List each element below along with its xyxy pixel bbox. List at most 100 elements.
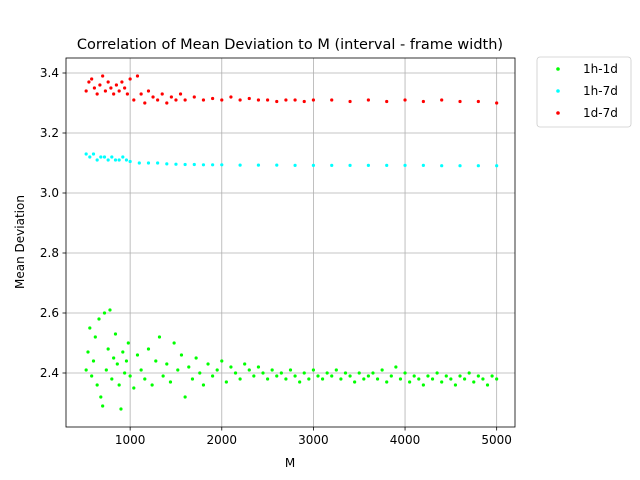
point-1d-7d xyxy=(183,98,187,102)
y-tick-label: 3.2 xyxy=(40,126,59,140)
point-1h-7d xyxy=(174,162,178,166)
point-1h-7d xyxy=(192,162,196,167)
point-1h-1d xyxy=(168,380,173,384)
point-1h-1d xyxy=(243,362,247,366)
point-1h-1d xyxy=(353,380,357,384)
data-points xyxy=(84,74,499,411)
point-1h-1d xyxy=(421,383,425,387)
point-1h-1d xyxy=(233,371,238,375)
point-1h-7d xyxy=(421,163,425,167)
point-1h-1d xyxy=(112,356,116,360)
point-1d-7d xyxy=(151,95,155,99)
point-1h-1d xyxy=(201,383,206,387)
point-1h-1d xyxy=(99,395,103,399)
point-1h-1d xyxy=(490,374,494,378)
point-1h-1d xyxy=(284,377,288,381)
point-1h-7d xyxy=(146,161,151,165)
point-1d-7d xyxy=(128,77,132,81)
point-1d-7d xyxy=(92,86,97,90)
y-axis-ticks: 2.4 2.6 2.8 3.0 3.2 3.4 xyxy=(40,66,66,380)
y-tick-label: 2.6 xyxy=(40,306,59,320)
point-1h-1d xyxy=(206,362,210,366)
point-1h-1d xyxy=(220,359,224,363)
point-1h-1d xyxy=(440,380,444,384)
point-1d-7d xyxy=(143,101,147,105)
point-1d-7d xyxy=(123,86,127,90)
x-tick-label: 5000 xyxy=(481,433,512,447)
point-1d-7d xyxy=(403,98,407,102)
point-1h-7d xyxy=(211,163,215,167)
x-tick-label: 4000 xyxy=(390,433,421,447)
point-1h-1d xyxy=(408,380,412,384)
point-1h-1d xyxy=(161,374,165,378)
point-1h-1d xyxy=(343,371,348,375)
point-1h-1d xyxy=(357,371,361,375)
point-1h-1d xyxy=(325,371,329,375)
point-1h-1d xyxy=(110,377,114,381)
point-1h-1d xyxy=(444,374,448,378)
point-1h-7d xyxy=(117,158,121,162)
x-tick-label: 2000 xyxy=(207,433,238,447)
point-1d-7d xyxy=(201,98,206,102)
point-1h-1d xyxy=(279,371,283,375)
point-1h-1d xyxy=(190,377,195,381)
point-1h-7d xyxy=(330,163,334,167)
point-1d-7d xyxy=(169,95,173,99)
y-tick-label: 3.0 xyxy=(40,186,59,200)
legend-label-1d-7d: 1d-7d xyxy=(583,106,618,120)
point-1h-1d xyxy=(238,377,242,381)
y-tick-label: 2.4 xyxy=(40,366,59,380)
point-1d-7d xyxy=(238,98,242,102)
point-1h-1d xyxy=(211,374,215,378)
point-1d-7d xyxy=(98,83,102,87)
point-1d-7d xyxy=(302,99,306,104)
point-1h-1d xyxy=(90,374,94,378)
point-1h-1d xyxy=(270,368,274,372)
point-1d-7d xyxy=(120,80,124,84)
point-1h-7d xyxy=(201,163,206,167)
point-1h-7d xyxy=(128,159,132,164)
point-1d-7d xyxy=(174,98,178,102)
point-1h-1d xyxy=(194,356,198,360)
point-1h-1d xyxy=(481,377,485,381)
point-1h-7d xyxy=(256,163,261,167)
point-1h-1d xyxy=(330,374,334,378)
point-1h-1d xyxy=(348,374,352,378)
point-1h-1d xyxy=(476,374,480,378)
point-1h-1d xyxy=(458,374,462,378)
point-1d-7d xyxy=(90,77,94,81)
point-1d-7d xyxy=(103,89,107,93)
point-1h-1d xyxy=(146,347,151,351)
point-1d-7d xyxy=(146,89,151,93)
point-1h-7d xyxy=(366,163,370,167)
point-1h-1d xyxy=(93,335,97,339)
point-1h-7d xyxy=(495,164,499,168)
point-1d-7d xyxy=(311,98,316,102)
point-1h-7d xyxy=(275,163,279,167)
point-1h-1d xyxy=(229,365,233,369)
point-1h-1d xyxy=(143,377,147,381)
point-1h-7d xyxy=(121,155,125,159)
point-1h-1d xyxy=(261,371,265,375)
point-1d-7d xyxy=(132,98,136,102)
point-1h-1d xyxy=(187,365,191,369)
point-1h-1d xyxy=(154,359,158,363)
point-1h-7d xyxy=(220,163,224,167)
point-1h-1d xyxy=(339,377,343,381)
point-1h-1d xyxy=(298,380,302,384)
point-1d-7d xyxy=(101,74,105,78)
point-1h-7d xyxy=(91,152,96,156)
point-1h-1d xyxy=(113,332,118,336)
point-1d-7d xyxy=(87,80,91,84)
plot-frame xyxy=(65,57,516,428)
point-1h-1d xyxy=(426,374,430,378)
y-tick-label: 3.4 xyxy=(40,66,59,80)
point-1h-1d xyxy=(311,368,316,372)
point-1h-1d xyxy=(256,365,261,369)
point-1h-1d xyxy=(430,377,435,381)
point-1d-7d xyxy=(330,98,334,102)
point-1d-7d xyxy=(476,99,480,104)
point-1h-1d xyxy=(453,383,458,387)
point-1h-7d xyxy=(124,158,129,162)
x-axis-ticks: 1000 2000 3000 4000 5000 xyxy=(115,427,512,447)
